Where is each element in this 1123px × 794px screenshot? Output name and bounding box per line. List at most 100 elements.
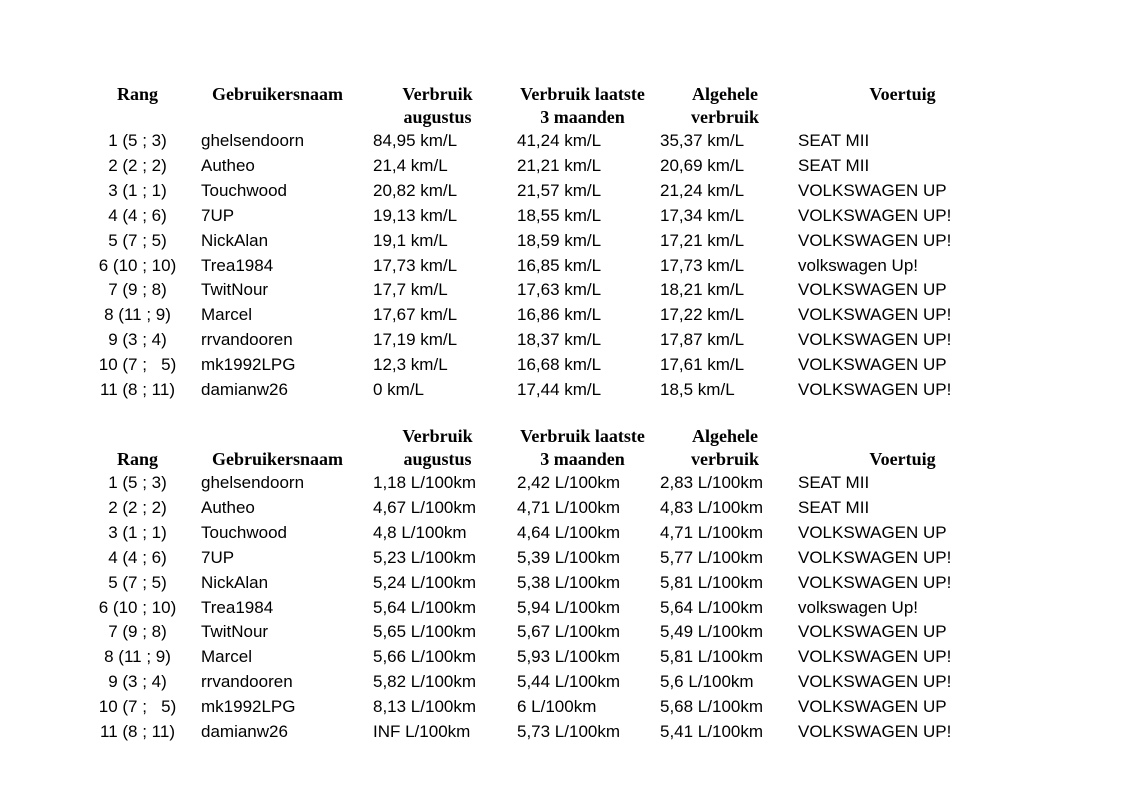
cell-username: mk1992LPG	[201, 697, 296, 717]
cell-username: 7UP	[201, 205, 235, 225]
cell-overall: 17,21 km/L	[660, 230, 745, 250]
cell-rank: 11 (8 ; 11)	[100, 379, 175, 399]
cell-last3: 41,24 km/L	[517, 131, 602, 151]
cell-overall: 17,34 km/L	[660, 205, 745, 225]
cell-username: mk1992LPG	[201, 355, 296, 375]
cell-aug: 20,82 km/L	[373, 181, 458, 201]
column-header-vehicle: Voertuig	[795, 83, 1010, 129]
cell-overall: 5,64 L/100km	[660, 597, 764, 617]
cell-vehicle: volkswagen Up!	[798, 255, 919, 275]
table-row: 4 (4 ; 6) 7UP 5,23 L/100km 5,39 L/100km 5,77…	[85, 546, 1010, 571]
cell-rank: 5 (7 ; 5)	[108, 230, 167, 250]
cell-overall: 17,87 km/L	[660, 330, 745, 350]
cell-rank: 10 (7 ; 5)	[98, 697, 177, 717]
cell-username: 7UP	[201, 547, 235, 567]
table-row: 1 (5 ; 3) ghelsendoorn 84,95 km/L 41,24 km/…	[85, 129, 1010, 154]
cell-vehicle: volkswagen Up!	[798, 597, 919, 617]
cell-last3: 17,44 km/L	[517, 379, 602, 399]
cell-aug: 84,95 km/L	[373, 131, 458, 151]
cell-last3: 18,37 km/L	[517, 330, 602, 350]
cell-vehicle: SEAT MII	[798, 156, 870, 176]
cell-overall: 18,5 km/L	[660, 379, 735, 399]
cell-username: Marcel	[201, 647, 253, 667]
column-header-vehicle: Voertuig	[795, 425, 1010, 471]
cell-aug: 5,82 L/100km	[373, 672, 477, 692]
table-row: 10 (7 ; 5) mk1992LPG 12,3 km/L 16,68 km/L 17…	[85, 353, 1010, 378]
cell-aug: 1,18 L/100km	[373, 473, 477, 493]
cell-vehicle: VOLKSWAGEN UP	[798, 697, 947, 717]
table-row: 5 (7 ; 5) NickAlan 5,24 L/100km 5,38 L/100k…	[85, 570, 1010, 595]
cell-vehicle: VOLKSWAGEN UP!	[798, 379, 952, 399]
column-header-line2: augustus	[403, 107, 472, 127]
column-header-line1: Rang	[116, 449, 158, 469]
cell-overall: 5,41 L/100km	[660, 721, 764, 741]
column-header-aug: Verbruik augustus	[365, 425, 510, 471]
table-row: 11 (8 ; 11) damianw26 INF L/100km 5,73 L/10…	[85, 719, 1010, 744]
table-row: 6 (10 ; 10) Trea1984 5,64 L/100km 5,94 L/10…	[85, 595, 1010, 620]
cell-username: Trea1984	[201, 597, 274, 617]
cell-overall: 5,68 L/100km	[660, 697, 764, 717]
cell-vehicle: VOLKSWAGEN UP	[798, 523, 947, 543]
column-header-last3: Verbruik laatste 3 maanden	[510, 425, 655, 471]
cell-rank: 10 (7 ; 5)	[98, 355, 177, 375]
table-row: 7 (9 ; 8) TwitNour 17,7 km/L 17,63 km/L 18,2…	[85, 278, 1010, 303]
column-header-line1: Verbruik	[402, 426, 473, 446]
cell-username: NickAlan	[201, 230, 269, 250]
column-header-aug: Verbruik augustus	[365, 83, 510, 129]
cell-aug: 17,19 km/L	[373, 330, 458, 350]
cell-overall: 4,71 L/100km	[660, 523, 764, 543]
cell-overall: 5,6 L/100km	[660, 672, 754, 692]
cell-aug: 4,67 L/100km	[373, 498, 477, 518]
column-header-username: Gebruikersnaam	[190, 425, 365, 471]
cell-rank: 4 (4 ; 6)	[108, 547, 167, 567]
cell-rank: 2 (2 ; 2)	[108, 156, 167, 176]
cell-overall: 5,49 L/100km	[660, 622, 764, 642]
cell-overall: 17,61 km/L	[660, 355, 745, 375]
cell-username: Touchwood	[201, 181, 288, 201]
column-header-line1: Verbruik laatste	[520, 426, 645, 446]
cell-username: TwitNour	[201, 280, 269, 300]
cell-rank: 7 (9 ; 8)	[108, 622, 167, 642]
cell-username: Marcel	[201, 305, 253, 325]
cell-last3: 5,94 L/100km	[517, 597, 621, 617]
cell-vehicle: SEAT MII	[798, 473, 870, 493]
cell-rank: 5 (7 ; 5)	[108, 572, 167, 592]
cell-rank: 9 (3 ; 4)	[108, 330, 167, 350]
cell-rank: 4 (4 ; 6)	[108, 205, 167, 225]
cell-username: NickAlan	[201, 572, 269, 592]
cell-rank: 3 (1 ; 1)	[108, 181, 167, 201]
column-header-line2: 3 maanden	[540, 107, 625, 127]
table-row: 2 (2 ; 2) Autheo 21,4 km/L 21,21 km/L 20,69 …	[85, 154, 1010, 179]
column-header-line1: Verbruik	[402, 84, 473, 104]
ranking-table-km-per-liter: Rang Gebruikersnaam Verbruik augustus Verbru…	[85, 83, 1010, 402]
cell-overall: 17,73 km/L	[660, 255, 745, 275]
cell-aug: 12,3 km/L	[373, 355, 448, 375]
cell-vehicle: SEAT MII	[798, 498, 870, 518]
cell-last3: 5,38 L/100km	[517, 572, 621, 592]
cell-aug: 0 km/L	[373, 379, 425, 399]
cell-aug: 5,23 L/100km	[373, 547, 477, 567]
column-header-line1: Gebruikersnaam	[211, 84, 343, 104]
table-row: 3 (1 ; 1) Touchwood 20,82 km/L 21,57 km/L 21…	[85, 179, 1010, 204]
column-header-line1: Algehele	[692, 84, 758, 104]
cell-overall: 21,24 km/L	[660, 181, 745, 201]
cell-overall: 5,81 L/100km	[660, 572, 764, 592]
column-header-overall: Algehele verbruik	[655, 83, 795, 129]
column-header-rank: Rang	[85, 83, 190, 129]
cell-username: rrvandooren	[201, 672, 293, 692]
cell-vehicle: VOLKSWAGEN UP!	[798, 230, 952, 250]
cell-vehicle: VOLKSWAGEN UP!	[798, 330, 952, 350]
cell-overall: 20,69 km/L	[660, 156, 745, 176]
cell-last3: 5,44 L/100km	[517, 672, 621, 692]
column-header-line1: Algehele	[692, 426, 758, 446]
cell-aug: 19,13 km/L	[373, 205, 458, 225]
table-row: 8 (11 ; 9) Marcel 17,67 km/L 16,86 km/L 17,2…	[85, 303, 1010, 328]
cell-rank: 7 (9 ; 8)	[108, 280, 167, 300]
cell-username: rrvandooren	[201, 330, 293, 350]
table-row: 7 (9 ; 8) TwitNour 5,65 L/100km 5,67 L/100k…	[85, 620, 1010, 645]
cell-overall: 5,77 L/100km	[660, 547, 764, 567]
cell-username: Autheo	[201, 498, 255, 518]
cell-rank: 8 (11 ; 9)	[104, 305, 171, 325]
cell-last3: 2,42 L/100km	[517, 473, 621, 493]
